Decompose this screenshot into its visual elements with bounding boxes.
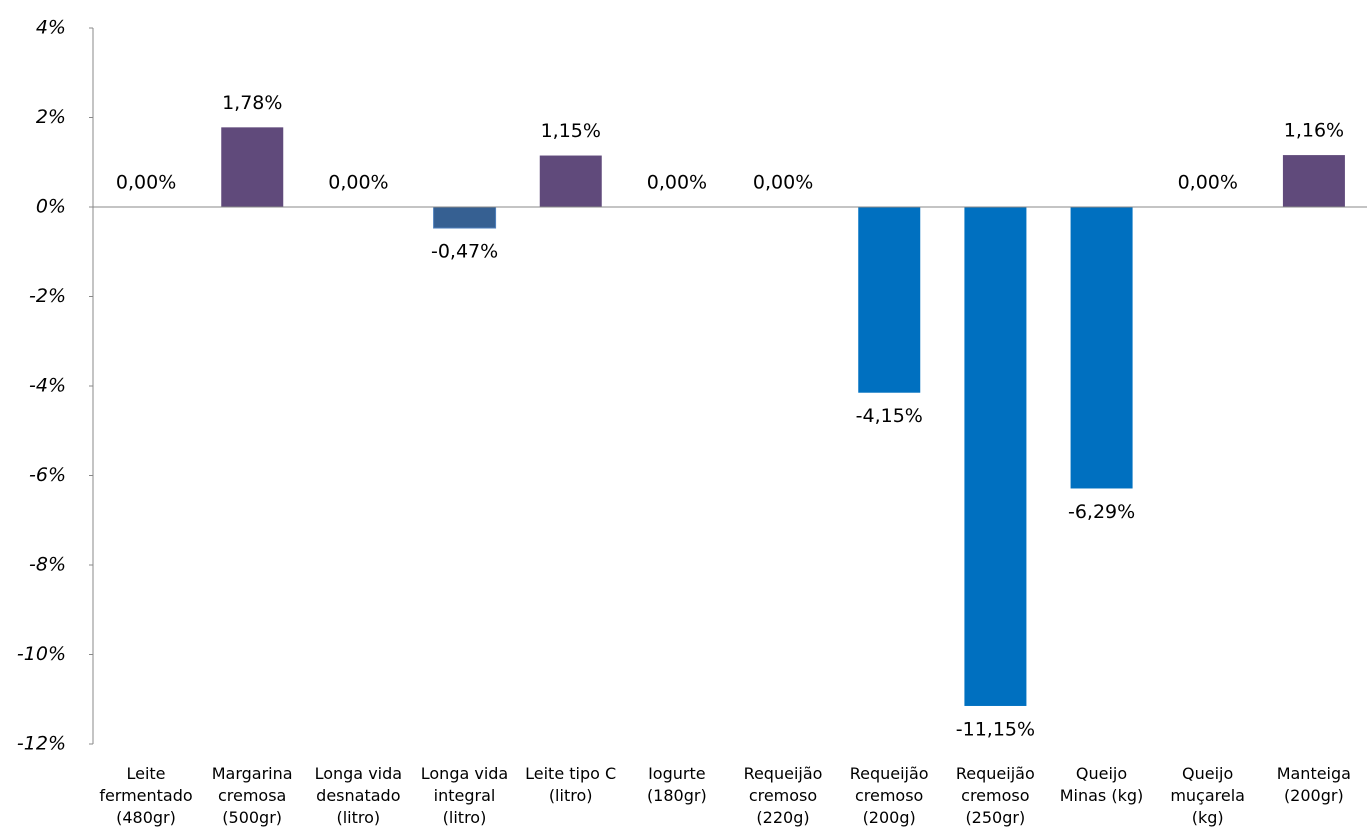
x-tick-label: Leite fermentado (480gr)	[99, 764, 193, 827]
bar	[433, 206, 497, 229]
y-tick-label: 2%	[36, 106, 66, 128]
x-tick-label: Queijo muçarela (kg)	[1170, 764, 1245, 827]
data-label: -4,15%	[856, 405, 923, 427]
x-tick-label: Iogurte (180gr)	[646, 764, 707, 805]
y-tick-label: -6%	[29, 464, 66, 486]
data-label: 1,16%	[1284, 120, 1344, 142]
bar	[221, 127, 284, 207]
x-tick-label: Manteiga (200gr)	[1276, 764, 1351, 805]
y-tick-label: -12%	[17, 733, 66, 755]
data-label: 0,00%	[1178, 172, 1238, 194]
bar	[1070, 207, 1133, 489]
y-tick-label: -2%	[29, 285, 66, 307]
bar	[858, 207, 921, 393]
y-tick-label: 0%	[36, 196, 66, 218]
y-tick-label: 4%	[36, 17, 66, 39]
x-tick-label: Queijo Minas (kg)	[1059, 764, 1144, 805]
x-tick-label: Longa vida desnatado (litro)	[314, 764, 403, 827]
data-label: 0,00%	[647, 172, 707, 194]
bar	[964, 207, 1027, 706]
data-label: -11,15%	[956, 718, 1035, 740]
data-label: 0,00%	[116, 172, 176, 194]
bar	[539, 155, 602, 207]
data-label: -6,29%	[1068, 501, 1135, 523]
data-label: 1,78%	[222, 92, 282, 114]
data-label: 1,15%	[541, 120, 601, 142]
y-tick-label: -4%	[29, 375, 66, 397]
y-tick-label: -10%	[17, 643, 66, 665]
x-tick-label: Longa vida integral (litro)	[420, 764, 509, 827]
y-tick-label: -8%	[29, 554, 66, 576]
x-tick-label: Requeijão cremoso (250gr)	[955, 764, 1035, 827]
x-tick-label: Margarina cremosa (500gr)	[211, 764, 293, 827]
data-label: -0,47%	[431, 241, 498, 263]
x-tick-label: Leite tipo C (litro)	[525, 764, 617, 805]
x-tick-label: Requeijão cremoso (220g)	[743, 764, 823, 827]
x-tick-label: Requeijão cremoso (200g)	[849, 764, 929, 827]
data-label: 0,00%	[753, 172, 813, 194]
data-label: 0,00%	[328, 172, 388, 194]
bar	[1282, 155, 1345, 207]
